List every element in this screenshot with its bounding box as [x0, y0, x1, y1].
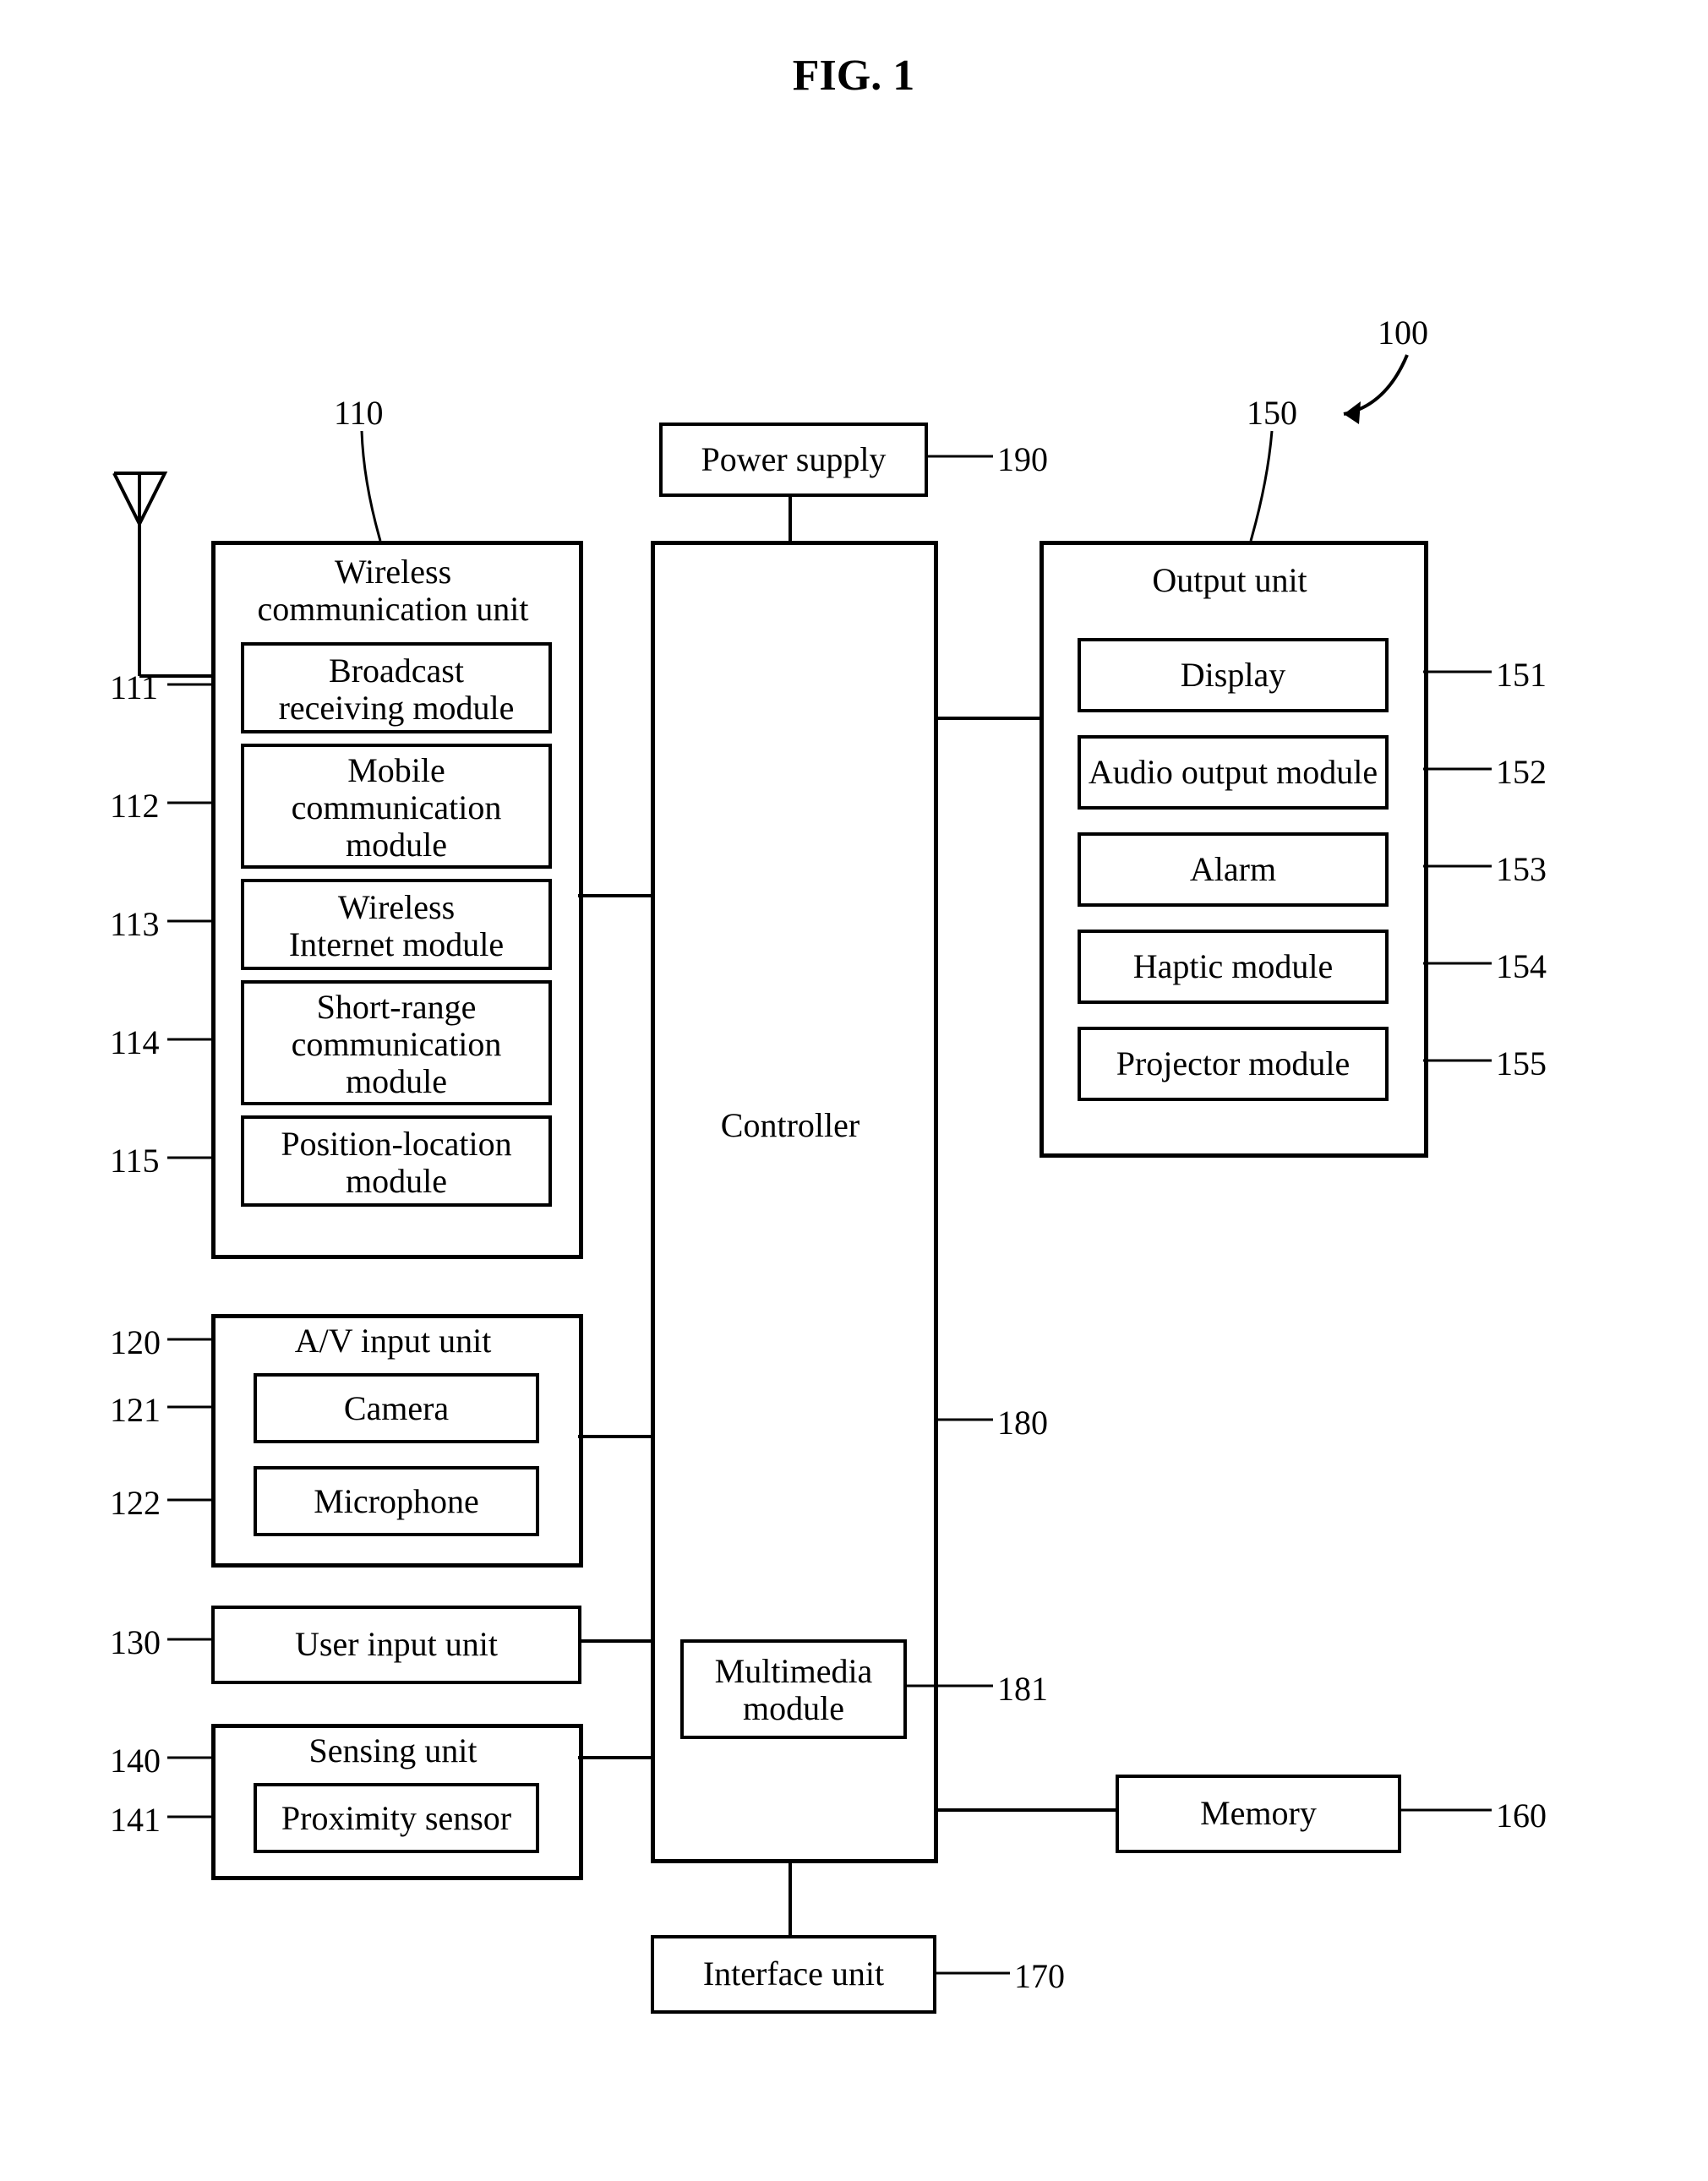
display-label: Display [1081, 657, 1385, 694]
interface-label: Interface unit [654, 1955, 933, 1993]
proximity-sensor-box: Proximity sensor [254, 1783, 539, 1853]
mobile-comm-label: Mobile communication module [244, 752, 548, 864]
output-unit-title: Output unit [1040, 562, 1420, 599]
broadcast-module-label: Broadcast receiving module [244, 652, 548, 727]
ref-112: 112 [110, 786, 160, 826]
ref-130: 130 [110, 1622, 161, 1662]
broadcast-module-box: Broadcast receiving module [241, 642, 552, 733]
interface-box: Interface unit [651, 1935, 936, 2014]
ref-111: 111 [110, 668, 158, 707]
ref-150: 150 [1247, 393, 1297, 433]
position-location-box: Position-location module [241, 1115, 552, 1207]
camera-label: Camera [257, 1390, 536, 1427]
ref-180: 180 [997, 1403, 1048, 1442]
ref-141: 141 [110, 1800, 161, 1840]
ref-153: 153 [1496, 849, 1547, 889]
ref-114: 114 [110, 1022, 160, 1062]
ref-154: 154 [1496, 946, 1547, 986]
haptic-label: Haptic module [1081, 948, 1385, 985]
diagram-canvas: FIG. 1 100 Power supply 190 Controller M… [0, 0, 1708, 2181]
mobile-comm-box: Mobile communication module [241, 744, 552, 869]
ref-140: 140 [110, 1741, 161, 1780]
av-unit-title: A/V input unit [211, 1322, 575, 1360]
wireless-internet-label: Wireless Internet module [244, 889, 548, 963]
power-supply-box: Power supply [659, 423, 928, 497]
microphone-label: Microphone [257, 1483, 536, 1520]
ref-170: 170 [1014, 1956, 1065, 1996]
short-range-box: Short-range communication module [241, 980, 552, 1105]
projector-box: Projector module [1078, 1027, 1389, 1101]
audio-output-label: Audio output module [1081, 754, 1385, 791]
controller-label: Controller [651, 1107, 930, 1144]
proximity-sensor-label: Proximity sensor [257, 1800, 536, 1837]
alarm-label: Alarm [1081, 851, 1385, 888]
memory-box: Memory [1116, 1775, 1401, 1853]
microphone-box: Microphone [254, 1466, 539, 1536]
multimedia-module-label: Multimedia module [684, 1653, 903, 1727]
short-range-label: Short-range communication module [244, 989, 548, 1100]
multimedia-module-box: Multimedia module [680, 1639, 907, 1739]
ref-160: 160 [1496, 1796, 1547, 1835]
ref-155: 155 [1496, 1044, 1547, 1083]
display-box: Display [1078, 638, 1389, 712]
memory-label: Memory [1119, 1795, 1398, 1832]
ref-181: 181 [997, 1669, 1048, 1709]
figure-title: FIG. 1 [727, 51, 980, 101]
camera-box: Camera [254, 1373, 539, 1443]
ref-122: 122 [110, 1483, 161, 1523]
ref-152: 152 [1496, 752, 1547, 792]
ref-151: 151 [1496, 655, 1547, 695]
haptic-box: Haptic module [1078, 930, 1389, 1004]
wireless-unit-title: Wireless communication unit [211, 553, 575, 628]
alarm-box: Alarm [1078, 832, 1389, 907]
ref-115: 115 [110, 1141, 160, 1180]
projector-label: Projector module [1081, 1045, 1385, 1082]
sensing-unit-title: Sensing unit [211, 1732, 575, 1769]
ref-120: 120 [110, 1322, 161, 1362]
power-supply-label: Power supply [663, 441, 925, 478]
ref-113: 113 [110, 904, 160, 944]
ref-190: 190 [997, 439, 1048, 479]
user-input-label: User input unit [215, 1626, 578, 1663]
user-input-box: User input unit [211, 1606, 581, 1684]
ref-121: 121 [110, 1390, 161, 1430]
position-location-label: Position-location module [244, 1126, 548, 1200]
ref-110: 110 [334, 393, 384, 433]
audio-output-box: Audio output module [1078, 735, 1389, 810]
wireless-internet-box: Wireless Internet module [241, 879, 552, 970]
ref-100: 100 [1378, 313, 1428, 352]
